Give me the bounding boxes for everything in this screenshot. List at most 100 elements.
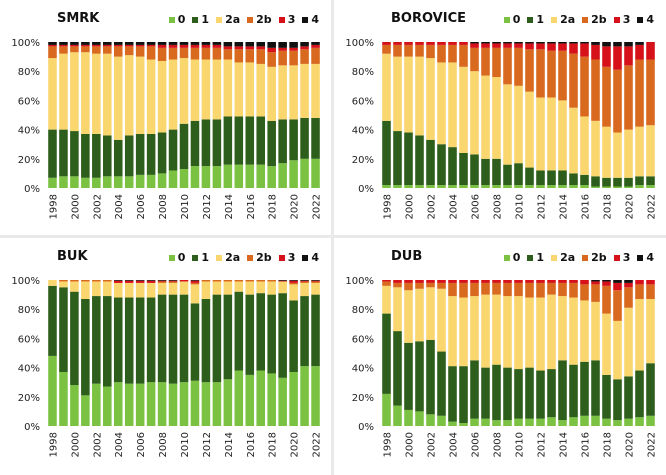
- bar-segment-2006-0: [135, 383, 145, 426]
- legend-item-2a: 2a: [551, 251, 575, 264]
- x-tick-label: 2020: [625, 194, 636, 219]
- bar-segment-2005-0: [124, 176, 134, 188]
- bar-segment-2010-0: [179, 382, 189, 426]
- bar-segment-2017-4: [256, 42, 265, 47]
- bar-segment-2016-2b: [580, 284, 589, 301]
- bar-segment-2018-3: [267, 47, 276, 53]
- bar-segment-2012-2a: [536, 97, 545, 171]
- bar-segment-2000-1: [404, 132, 413, 186]
- bar-segment-1999-2a: [59, 53, 68, 130]
- bar-segment-2021-2a: [635, 298, 644, 371]
- y-tick-label: 80%: [352, 67, 374, 78]
- bar-segment-1998-0: [382, 393, 391, 426]
- bar-segment-2006-1: [135, 297, 145, 384]
- bar-segment-2020-0: [624, 418, 633, 426]
- bar-segment-2014-2a: [223, 281, 233, 295]
- bar-segment-2001-0: [415, 185, 424, 188]
- bar-segment-2010-4: [179, 42, 189, 45]
- bar-segment-2016-2a: [580, 300, 589, 362]
- bar-segment-2006-2b: [135, 46, 145, 57]
- bar-segment-1998-2a: [382, 285, 391, 314]
- bar-segment-2001-2b: [81, 280, 90, 282]
- bar-segment-2005-0: [459, 423, 468, 426]
- bar-segment-2014-1: [223, 116, 233, 165]
- bar-segment-2020-2b: [624, 287, 633, 308]
- bar-segment-2020-2a: [289, 65, 298, 120]
- bar-segment-1998-2a: [382, 53, 391, 121]
- legend-swatch: [302, 254, 309, 261]
- legend-item-2a: 2a: [216, 13, 240, 26]
- bar-segment-2021-0: [635, 185, 644, 188]
- bar-segment-2021-1: [635, 176, 644, 186]
- bar-segment-2019-2a: [613, 320, 622, 380]
- bar-segment-2012-2a: [536, 297, 545, 371]
- bar-segment-2000-0: [404, 409, 413, 426]
- bar-segment-2011-4: [190, 42, 200, 45]
- bar-segment-2011-2b: [525, 49, 534, 92]
- bar-segment-2011-3: [525, 43, 534, 50]
- bar-segment-2009-3: [168, 44, 178, 48]
- bar-segment-2011-1: [190, 303, 200, 381]
- x-tick-label: 2004: [114, 432, 125, 457]
- bar-segment-2015-3: [569, 43, 578, 54]
- bar-segment-2018-4: [267, 42, 276, 48]
- bar-segment-2012-0: [536, 185, 545, 188]
- bar-segment-2019-2a: [278, 281, 287, 294]
- bar-segment-2017-4: [591, 42, 600, 45]
- bar-segment-2009-1: [503, 367, 512, 421]
- bar-segment-2009-2a: [503, 84, 512, 165]
- bar-segment-2007-4: [146, 42, 156, 45]
- legend-swatch: [503, 16, 510, 23]
- bar-segment-2007-0: [146, 174, 156, 188]
- bar-segment-1998-1: [382, 120, 391, 186]
- bar-segment-2016-1: [580, 174, 589, 186]
- bar-segment-2001-2a: [81, 281, 90, 299]
- bar-segment-2015-3: [234, 46, 244, 50]
- bar-segment-2018-4: [602, 280, 611, 282]
- y-tick-label: 80%: [18, 305, 40, 316]
- bar-segment-2009-1: [168, 294, 178, 384]
- legend-label: 2b: [256, 251, 272, 264]
- x-tick-label: 2002: [92, 194, 103, 219]
- x-tick-label: 2010: [180, 194, 191, 219]
- bar-segment-2011-4: [525, 42, 534, 44]
- bar-segment-2010-2a: [514, 296, 523, 370]
- bar-segment-2012-4: [201, 42, 211, 45]
- bar-segment-2010-3: [514, 280, 523, 283]
- bar-segment-2001-2b: [81, 46, 90, 53]
- bar-segment-2017-2a: [256, 281, 265, 294]
- bar-segment-2012-2b: [536, 49, 545, 98]
- bar-segment-2018-0: [267, 373, 276, 426]
- bar-segment-2017-3: [591, 44, 600, 60]
- bar-segment-2019-3: [278, 47, 287, 51]
- legend-swatch: [503, 254, 510, 261]
- bar-segment-2017-1: [591, 360, 600, 416]
- bar-segment-2017-2b: [591, 59, 600, 121]
- bar-segment-2013-2b: [212, 47, 222, 60]
- bar-segment-2000-3: [404, 42, 413, 45]
- bar-segment-2008-0: [157, 382, 167, 426]
- bar-segment-2020-2b: [289, 282, 298, 285]
- bar-segment-2015-1: [234, 116, 244, 165]
- bar-segment-2005-0: [459, 185, 468, 188]
- bar-segment-2013-2a: [547, 97, 556, 171]
- chart-plot: 0% 20% 40% 60% 80% 100% 1998 2000 2002 2004 2006 20…: [345, 38, 657, 219]
- bar-segment-2018-1: [602, 177, 611, 187]
- bar-segment-2015-2b: [569, 282, 578, 298]
- legend-swatch: [302, 16, 309, 23]
- bar-segment-2016-1: [245, 116, 255, 165]
- legend-swatch: [613, 16, 620, 23]
- bar-segment-2000-3: [404, 280, 413, 283]
- bar-segment-2001-2a: [415, 56, 424, 136]
- bar-segment-2013-1: [212, 294, 222, 383]
- chart-title: DUB: [391, 249, 423, 264]
- bar-segment-2022-2a: [311, 63, 320, 118]
- bar-segment-2019-3: [613, 282, 622, 291]
- bar-segment-2020-2a: [624, 129, 633, 178]
- bar-segment-2013-0: [547, 185, 556, 188]
- bar-segment-2008-2b: [492, 282, 501, 295]
- bar-segment-2004-2a: [113, 56, 123, 140]
- bar-segment-2019-4: [613, 42, 622, 47]
- bar-segment-2015-2a: [234, 281, 244, 292]
- bar-segment-2019-2b: [613, 69, 622, 133]
